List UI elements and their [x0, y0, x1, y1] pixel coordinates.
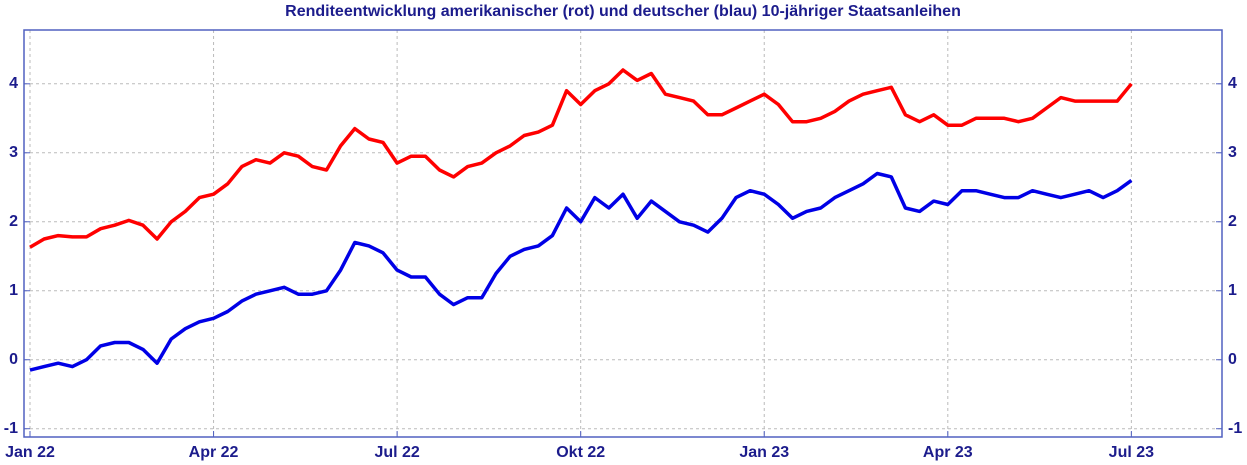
y2-tick-label: -1 [1228, 420, 1242, 437]
y2-tick-label: 3 [1228, 144, 1237, 161]
x-tick-label: Jul 23 [1109, 444, 1154, 461]
x-tick-label: Jan 23 [739, 444, 789, 461]
y-tick-label: 2 [9, 213, 18, 230]
x-tick-label: Okt 22 [556, 444, 605, 461]
y2-tick-label: 4 [1228, 75, 1237, 92]
x-tick-label: Apr 23 [923, 444, 973, 461]
series-line [29, 171, 1133, 372]
x-tick-label: Apr 22 [189, 444, 239, 461]
y-tick-label: 3 [9, 144, 18, 161]
y2-tick-label: 2 [1228, 213, 1237, 230]
y-tick-label: 4 [9, 75, 18, 92]
y-tick-label: -1 [4, 420, 18, 437]
chart-title: Renditeentwicklung amerikanischer (rot) … [285, 3, 961, 20]
series-line [29, 68, 1133, 249]
x-tick-label: Jan 22 [5, 444, 55, 461]
y2-tick-label: 0 [1228, 351, 1237, 368]
y-tick-label: 0 [9, 351, 18, 368]
plot-frame [23, 29, 1223, 438]
y2-tick-label: 1 [1228, 282, 1237, 299]
x-tick-label: Jul 22 [374, 444, 419, 461]
y-tick-label: 1 [9, 282, 18, 299]
